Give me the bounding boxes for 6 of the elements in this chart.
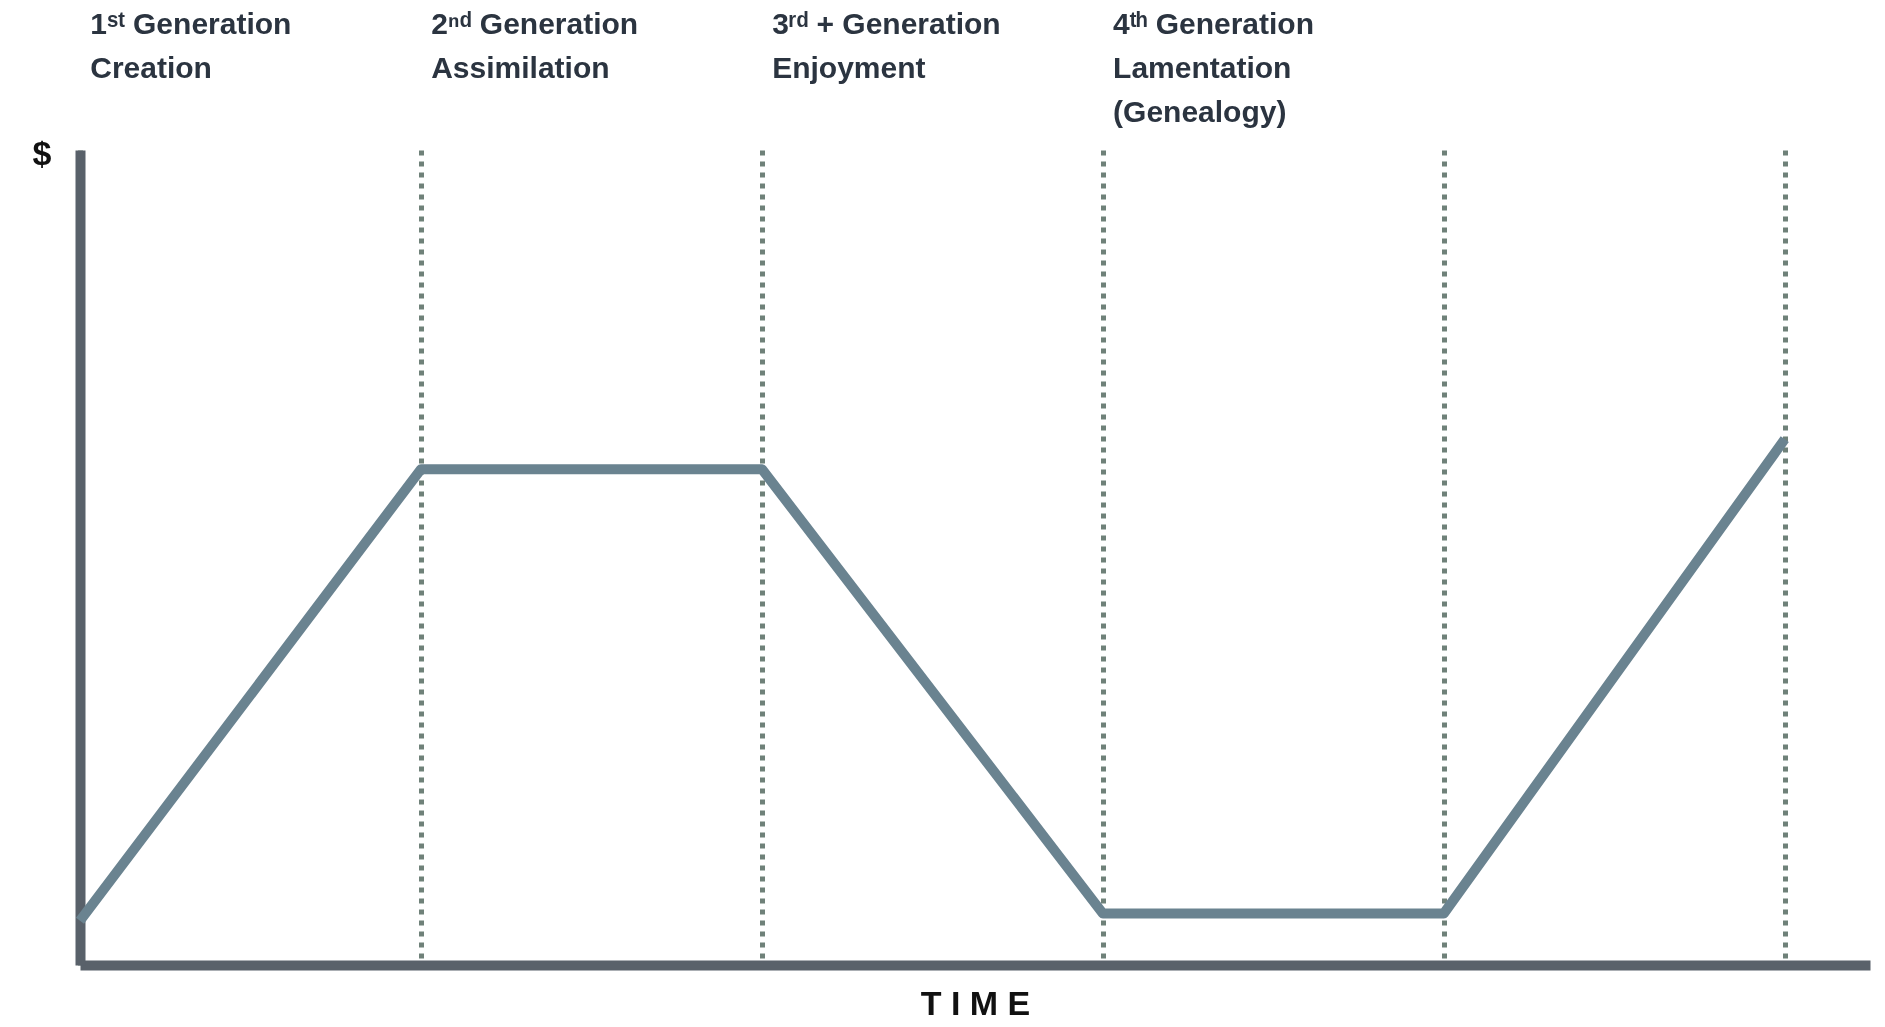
x-axis-title: T I M E xyxy=(920,983,1031,1022)
text: 1ˢᵗ Generation Creation xyxy=(90,7,292,84)
text: $ xyxy=(32,134,52,172)
text: 3ʳᵈ + Generation Enjoyment xyxy=(772,7,1001,84)
text: 4ᵗʰ Generation Lamentation (Genealogy) xyxy=(1113,7,1315,128)
text: 2ⁿᵈ Generation Assimilation xyxy=(431,7,639,84)
